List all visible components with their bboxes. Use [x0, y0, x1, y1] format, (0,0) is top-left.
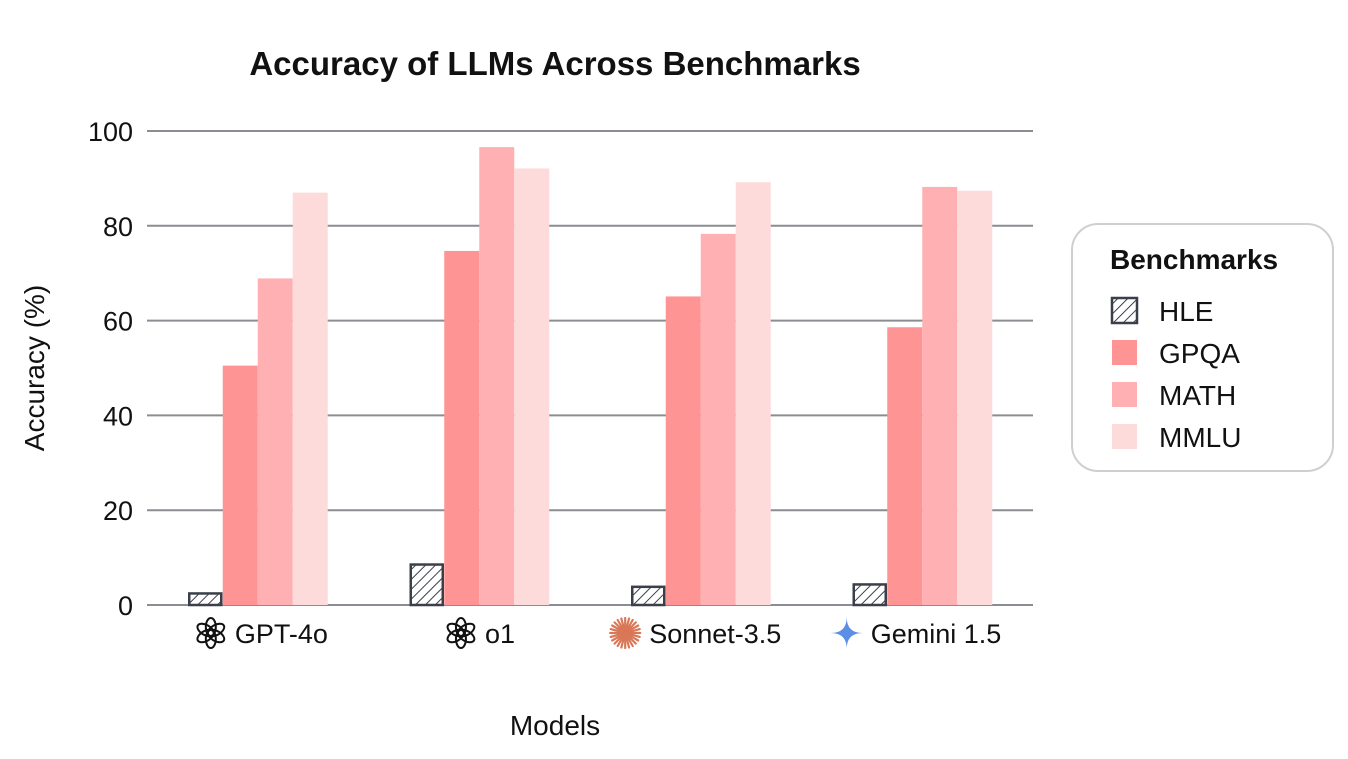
- x-tick-label: o1: [485, 619, 515, 649]
- legend-swatch-math: [1112, 382, 1137, 407]
- bar-math-1: [479, 147, 515, 605]
- bar-math-0: [257, 278, 293, 605]
- anthropic-star-icon: [609, 616, 642, 650]
- legend-title: Benchmarks: [1110, 244, 1278, 275]
- y-tick-label: 0: [118, 591, 133, 621]
- x-axis-label: Models: [510, 710, 600, 741]
- bar-gpqa-3: [887, 327, 923, 605]
- legend-swatch-hle: [1110, 296, 1139, 325]
- bar-gpqa-0: [222, 365, 258, 605]
- y-tick-label: 100: [88, 117, 133, 147]
- y-axis-label: Accuracy (%): [19, 285, 50, 451]
- bar-hle-1: [409, 563, 444, 607]
- bar-mmlu-2: [735, 182, 771, 605]
- bar-mmlu-3: [957, 190, 993, 605]
- legend-label-math: MATH: [1159, 380, 1236, 411]
- legend-swatch-mmlu: [1112, 424, 1137, 449]
- gemini-sparkle-icon: [830, 617, 863, 649]
- y-tick-label: 40: [103, 401, 133, 431]
- bar-mmlu-1: [514, 168, 550, 606]
- legend-items: HLE GPQA MATH MMLU: [1110, 296, 1241, 453]
- bars: [188, 147, 993, 607]
- legend-label-gpqa: GPQA: [1159, 338, 1240, 369]
- legend-swatch-gpqa: [1112, 340, 1137, 365]
- y-tick-label: 80: [103, 212, 133, 242]
- x-tick-label: Gemini 1.5: [871, 619, 1002, 649]
- x-tick-label: Sonnet-3.5: [649, 619, 781, 649]
- bar-math-3: [922, 186, 958, 605]
- legend: Benchmarks HLE GPQA MATH MMLU: [1071, 223, 1334, 472]
- y-tick-label: 20: [103, 496, 133, 526]
- x-tick-label: GPT-4o: [235, 619, 328, 649]
- y-tick-label: 60: [103, 307, 133, 337]
- openai-logo-icon: [446, 617, 476, 649]
- bar-hle-2: [631, 585, 666, 607]
- bar-math-2: [700, 233, 736, 605]
- x-axis-ticks: GPT-4o o1 Sonnet-3.5 Gemini 1.5: [196, 616, 1002, 650]
- legend-box: [1071, 223, 1334, 472]
- openai-logo-icon: [196, 617, 226, 649]
- legend-label-mmlu: MMLU: [1159, 422, 1241, 453]
- bar-mmlu-0: [292, 192, 328, 605]
- bar-hle-0: [188, 592, 223, 607]
- bar-gpqa-2: [665, 296, 701, 605]
- y-axis-ticks: 0 20 40 60 80 100: [88, 117, 133, 621]
- legend-label-hle: HLE: [1159, 296, 1213, 327]
- chart-title: Accuracy of LLMs Across Benchmarks: [249, 45, 860, 82]
- bar-gpqa-1: [444, 250, 480, 605]
- bar-hle-3: [852, 583, 887, 607]
